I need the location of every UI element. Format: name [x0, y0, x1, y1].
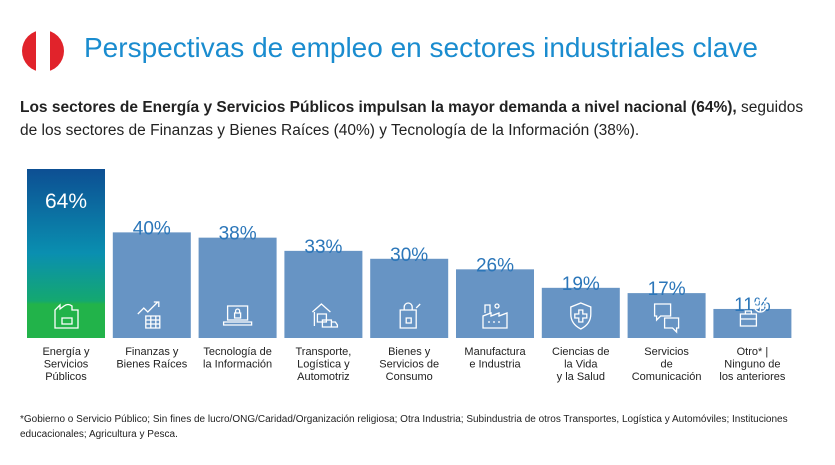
bar-group: 26% Manufactura e Industria	[456, 255, 534, 371]
data-label: 40%	[133, 218, 171, 239]
category-label: Otro* | Ninguno de los anteriores	[719, 346, 786, 383]
data-label: 33%	[304, 237, 342, 258]
peru-flag-icon	[22, 30, 64, 72]
subtitle-normal: seguidos de los sectores de Finanzas y B…	[20, 99, 804, 139]
bar-group: 38% Tecnología de la Información	[198, 224, 277, 371]
briefcase-globe-icon	[739, 299, 768, 327]
laptop-lock-icon	[222, 305, 253, 326]
category-label: Ciencias de la Vida y la Salud	[552, 346, 609, 383]
data-label: 19%	[562, 274, 600, 295]
shopping-bag-icon	[399, 302, 421, 329]
bar-group: 17% Servicios de Comunicación	[627, 279, 706, 383]
category-label: Energía y Servicios Públicos	[42, 346, 90, 383]
bar-group: 19% Ciencias de la Vida y la Salud	[541, 274, 620, 383]
subtitle-bold: Los sectores de Energía y Servicios Públ…	[20, 99, 737, 116]
bar-group: 40% Finanzas y Bienes Raíces	[112, 218, 191, 371]
bar	[541, 287, 620, 338]
bar	[370, 258, 449, 338]
bar-group: 64% Energía y Servicios Públicos	[27, 169, 105, 383]
data-label: 17%	[648, 279, 686, 300]
category-label: Finanzas y Bienes Raíces	[116, 346, 187, 371]
footnote: *Gobierno o Servicio Público; Sin fines …	[20, 414, 788, 440]
category-label: Tecnología de la Información	[203, 346, 272, 371]
bar	[112, 232, 191, 338]
finance-chart-icon	[137, 301, 161, 329]
bar-group: 30% Bienes y Servicios de Consumo	[370, 245, 449, 383]
bar-chart: 64% Energía y Servicios Públicos 40% Finanzas…	[27, 169, 792, 383]
data-label: 38%	[219, 224, 257, 245]
data-label: 26%	[476, 255, 514, 276]
bar	[284, 250, 363, 338]
bar-group: 11%Otro* | Ninguno de los anteriores	[713, 295, 792, 383]
bar-group: 33% Transporte, Logística y Automotriz	[284, 237, 363, 383]
chat-bubbles-icon	[653, 303, 680, 334]
category-label: Transporte, Logística y Automotriz	[295, 346, 351, 383]
category-label: Manufactura e Industria	[464, 346, 526, 371]
warehouse-truck-icon	[311, 303, 339, 328]
factory-battery-icon	[54, 303, 79, 329]
health-shield-icon	[570, 302, 592, 330]
bar	[456, 269, 534, 338]
factory-icon	[482, 303, 508, 329]
bar	[198, 237, 277, 338]
category-label: Bienes y Servicios de Consumo	[379, 346, 439, 383]
subtitle: Los sectores de Energía y Servicios Públ…	[20, 96, 820, 142]
category-label: Servicios de Comunicación	[632, 346, 702, 383]
data-label: 64%	[45, 190, 87, 213]
bar	[27, 169, 105, 338]
page-title: Perspectivas de empleo en sectores indus…	[84, 32, 758, 63]
data-label: 30%	[390, 245, 428, 266]
